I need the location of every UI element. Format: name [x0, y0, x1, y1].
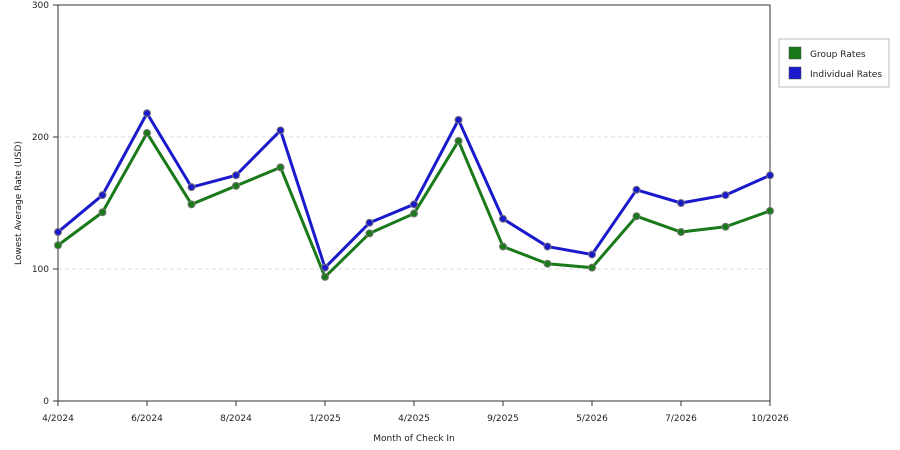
- data-point: [499, 214, 507, 223]
- x-tick-label: 8/2024: [220, 414, 252, 424]
- data-point: [766, 206, 774, 215]
- data-point: [766, 171, 774, 180]
- x-tick-label: 6/2024: [131, 414, 163, 424]
- data-point: [276, 163, 285, 172]
- data-point: [98, 191, 107, 200]
- data-point: [543, 242, 552, 251]
- data-point: [410, 200, 418, 209]
- data-point: [454, 115, 463, 124]
- series-layer: [54, 109, 774, 281]
- data-point: [632, 212, 641, 221]
- data-point: [232, 171, 240, 180]
- legend-label: Individual Rates: [810, 70, 882, 80]
- x-axis-title: Month of Check In: [373, 434, 455, 444]
- data-point: [321, 263, 329, 272]
- data-point: [365, 218, 374, 227]
- legend-swatch: [788, 46, 802, 60]
- legend-swatch: [788, 66, 802, 80]
- data-point: [721, 191, 730, 200]
- data-point: [410, 209, 418, 218]
- data-point: [321, 272, 329, 281]
- data-point: [143, 129, 151, 138]
- y-tick-label: 100: [32, 265, 49, 275]
- x-tick-label: 10/2026: [751, 414, 789, 424]
- x-tick-label: 4/2025: [398, 414, 430, 424]
- data-point: [588, 250, 596, 259]
- data-point: [454, 136, 463, 145]
- y-axis: 0 100 200 300: [32, 1, 58, 407]
- data-point: [499, 242, 507, 251]
- data-point: [365, 229, 374, 238]
- x-axis: 4/2024 6/2024 8/2024 1/2025 4/2025 9/2025 5/20…: [42, 401, 789, 424]
- data-point: [632, 185, 641, 194]
- y-tick-label: 0: [43, 397, 49, 407]
- x-tick-label: 7/2026: [665, 414, 697, 424]
- data-point: [98, 208, 107, 217]
- data-point: [54, 228, 62, 237]
- data-point: [677, 199, 685, 207]
- data-point: [187, 200, 196, 209]
- data-point: [588, 263, 596, 272]
- y-axis-title: Lowest Average Rate (USD): [14, 141, 24, 265]
- data-point: [187, 183, 196, 192]
- x-tick-label: 4/2024: [42, 414, 74, 424]
- legend: Group Rates Individual Rates: [778, 38, 890, 88]
- y-tick-label: 300: [32, 1, 49, 11]
- data-point: [721, 222, 730, 231]
- data-point: [677, 228, 685, 237]
- y-tick-label: 200: [32, 133, 49, 143]
- series-line-1: [57, 111, 771, 270]
- x-tick-label: 9/2025: [487, 414, 519, 424]
- data-point: [54, 241, 62, 250]
- x-tick-label: 1/2025: [309, 414, 341, 424]
- data-point: [276, 126, 285, 135]
- data-point: [232, 181, 240, 190]
- data-point: [543, 259, 552, 268]
- data-point: [143, 109, 151, 118]
- legend-label: Group Rates: [810, 50, 866, 60]
- x-tick-label: 5/2026: [576, 414, 608, 424]
